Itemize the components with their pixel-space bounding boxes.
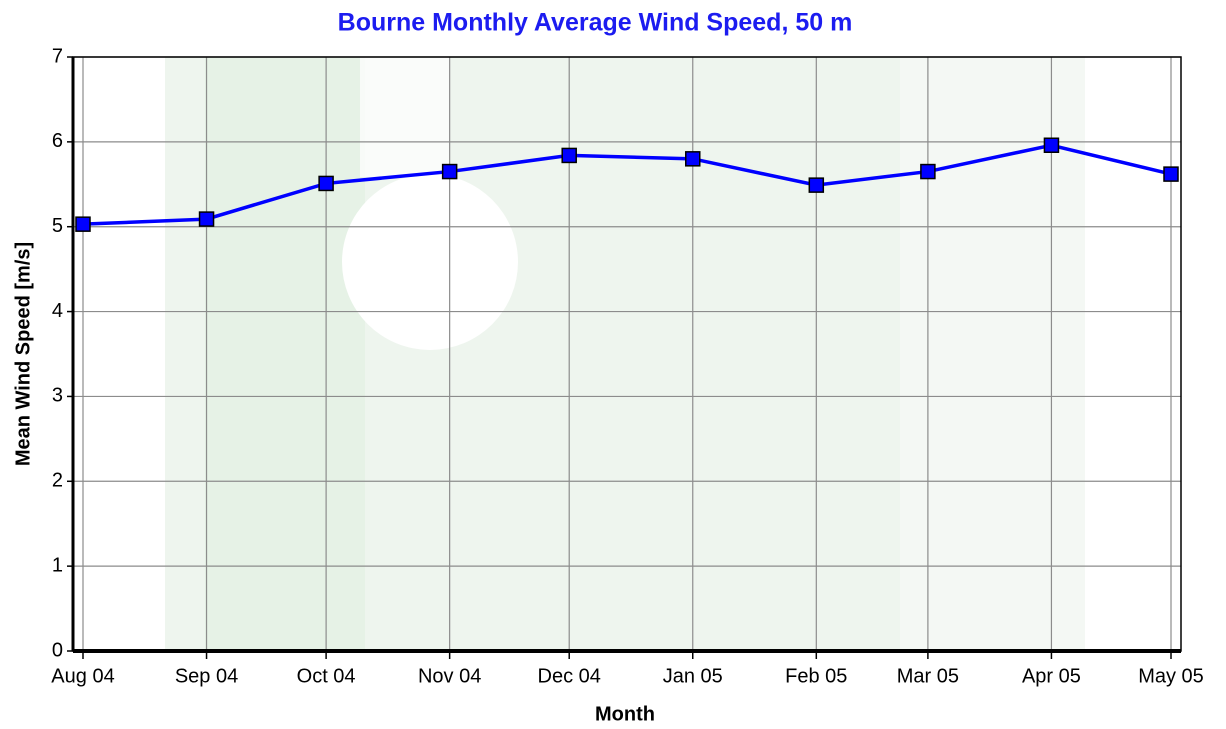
y-tick-label: 7 [52,45,63,67]
x-tick-label: Oct 04 [297,665,356,687]
watermark [165,57,1085,651]
data-point [1044,138,1058,152]
y-axis-title: Mean Wind Speed [m/s] [12,242,34,466]
data-point [76,217,90,231]
data-point [921,165,935,179]
x-tick-label: Jan 05 [663,665,723,687]
chart: Bourne Monthly Average Wind Speed, 50 m … [0,0,1226,729]
data-point [562,148,576,162]
y-tick-label: 2 [52,470,63,492]
x-tick-label: Dec 04 [538,665,601,687]
y-tick-label: 0 [52,639,63,661]
data-point [319,176,333,190]
data-point [809,178,823,192]
x-tick-label: Apr 05 [1022,665,1081,687]
x-axis-title: Month [595,703,655,725]
data-point [200,212,214,226]
y-tick-label: 1 [52,554,63,576]
x-tick-label: Mar 05 [897,665,959,687]
data-point [1164,167,1178,181]
y-tick-label: 3 [52,385,63,407]
y-tick-label: 4 [52,300,63,322]
y-tick-label: 5 [52,215,63,237]
data-point [686,152,700,166]
x-tick-label: May 05 [1138,665,1204,687]
x-tick-label: Sep 04 [175,665,238,687]
x-tick-label: Nov 04 [418,665,481,687]
x-tick-label: Feb 05 [785,665,847,687]
y-tick-label: 6 [52,130,63,152]
x-tick-label: Aug 04 [51,665,114,687]
chart-title: Bourne Monthly Average Wind Speed, 50 m [338,9,853,37]
data-point [443,165,457,179]
